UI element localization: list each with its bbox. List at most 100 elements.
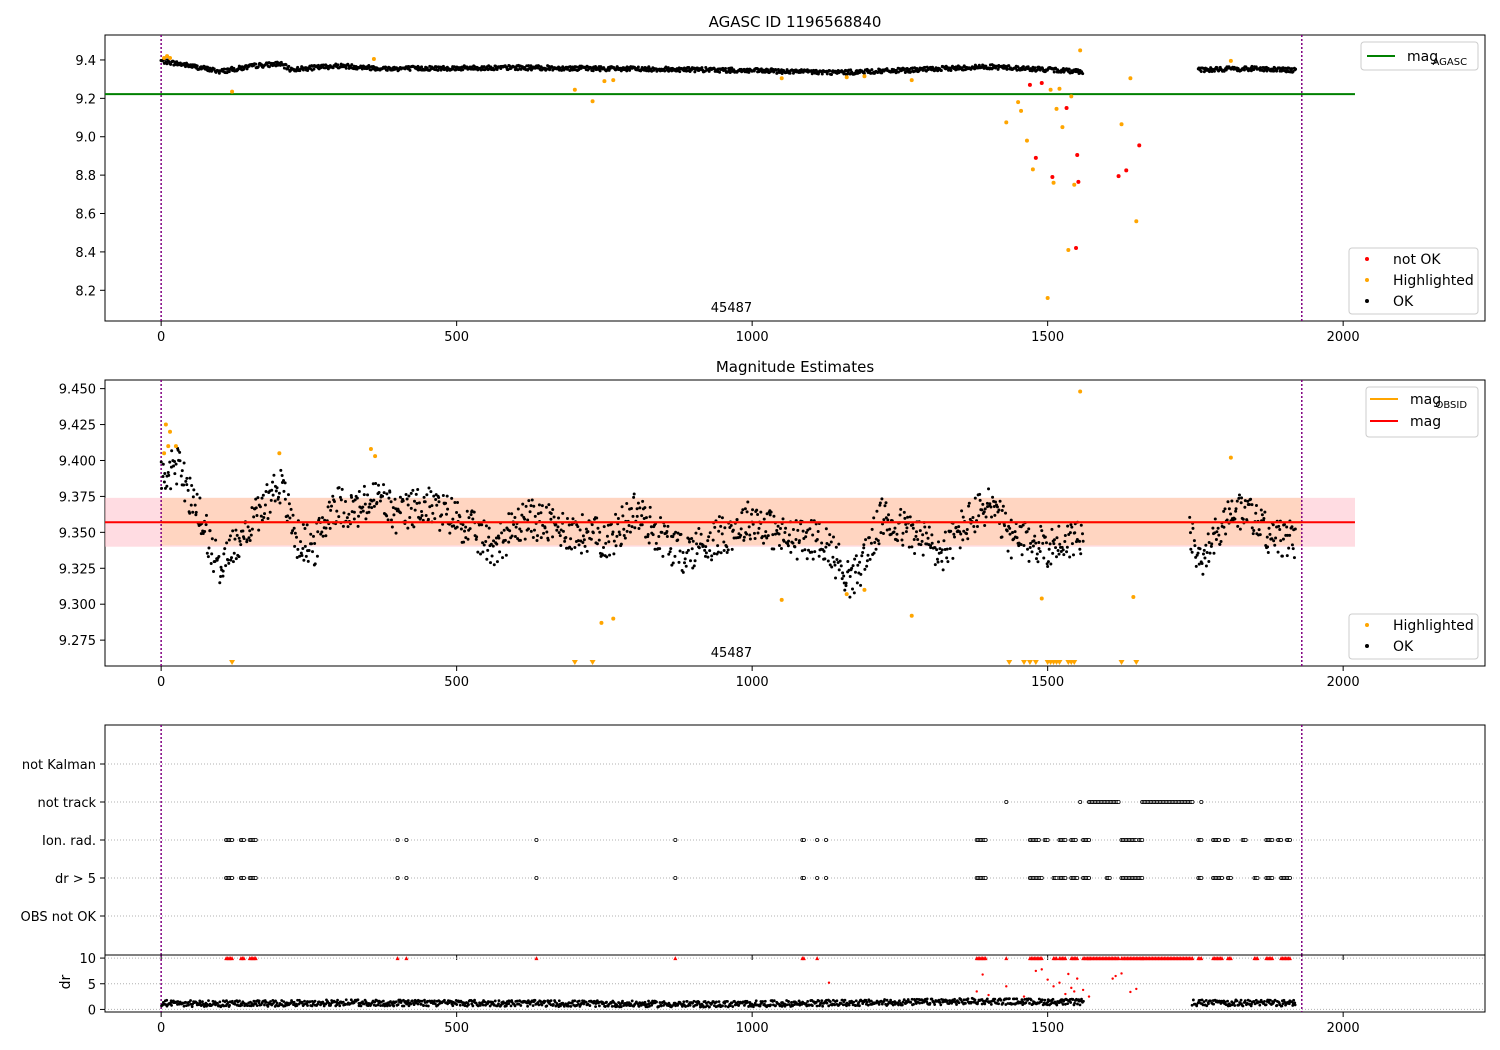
ok-point (1222, 525, 1226, 529)
ok-point (350, 63, 354, 67)
ok-point (513, 1004, 517, 1008)
ok-point (282, 66, 286, 70)
ok-point (306, 559, 310, 563)
ok-point (176, 448, 180, 452)
ok-point (450, 496, 454, 500)
ok-point (584, 527, 588, 531)
ok-point (1015, 997, 1019, 1001)
ok-point (337, 515, 341, 519)
ok-point (877, 542, 881, 546)
ok-point (695, 542, 699, 546)
obsid-label: 45487 (711, 646, 752, 661)
ok-point (489, 542, 493, 546)
ok-point (605, 534, 609, 538)
ok-point (883, 504, 887, 508)
ok-point (1235, 999, 1239, 1003)
ok-point (824, 527, 828, 531)
ok-point (286, 493, 290, 497)
not-ok-point (1075, 152, 1080, 157)
ok-point (172, 464, 176, 468)
ok-point (451, 1004, 455, 1008)
ok-point (524, 504, 528, 508)
ok-point (1194, 555, 1198, 559)
ok-point (372, 504, 376, 508)
flag-category-label: OBS not OK (21, 910, 97, 925)
ok-point (885, 528, 889, 532)
ok-point (461, 523, 465, 527)
ok-point (810, 550, 814, 554)
ok-point (644, 69, 648, 73)
ok-point (983, 507, 987, 511)
ok-point (261, 493, 265, 497)
ok-point (653, 547, 657, 551)
ok-point (893, 526, 897, 530)
ok-point (282, 489, 286, 493)
ok-point (952, 535, 956, 539)
ok-point (228, 534, 232, 538)
ok-point (859, 572, 863, 576)
highlighted-point (779, 76, 784, 81)
ok-point (1001, 1001, 1005, 1005)
ok-point (1200, 561, 1204, 565)
ok-point (1061, 1002, 1065, 1006)
ok-point (902, 510, 906, 514)
ok-point (724, 1004, 727, 1008)
highlighted-point (1016, 100, 1021, 105)
flag-point (1045, 838, 1050, 843)
ok-point (476, 550, 480, 554)
ok-point (557, 531, 561, 535)
below-range-marker (1026, 660, 1033, 665)
ok-point (713, 525, 717, 529)
ok-point (1078, 1003, 1082, 1007)
ok-point (1211, 526, 1215, 530)
ok-point (497, 1002, 500, 1006)
not-ok-point (1033, 155, 1038, 160)
ok-point (303, 544, 307, 548)
ok-point (1246, 499, 1250, 503)
ok-point (884, 516, 888, 520)
ok-point (238, 999, 241, 1003)
ok-point (180, 469, 184, 473)
ok-point (993, 997, 997, 1001)
ok-point (556, 525, 560, 529)
ok-point (911, 526, 915, 530)
ok-point (377, 490, 381, 494)
ok-point (391, 506, 395, 510)
ok-point (1005, 67, 1009, 71)
ok-point (224, 564, 228, 568)
ok-point (998, 499, 1002, 503)
highlighted-point (602, 79, 607, 84)
ok-point (420, 514, 424, 518)
ok-point (967, 501, 971, 505)
not-ok-point (1064, 105, 1069, 110)
ok-point (1254, 503, 1258, 507)
ok-point (275, 486, 279, 490)
ok-point (708, 531, 712, 535)
ok-point (269, 498, 273, 502)
ok-point (262, 516, 266, 520)
ok-point (769, 510, 773, 514)
ok-point (165, 62, 169, 66)
ok-point (608, 553, 612, 557)
ok-point (420, 65, 424, 69)
ok-point (1000, 509, 1004, 513)
ok-point (409, 1002, 413, 1006)
ok-point (264, 1000, 268, 1004)
ok-point (256, 496, 260, 500)
highlighted-point (572, 87, 577, 92)
ok-point (436, 68, 440, 72)
ok-point (1082, 999, 1085, 1003)
ok-point (1015, 536, 1019, 540)
ok-point (852, 591, 856, 595)
ok-point (739, 527, 743, 531)
ok-point (651, 533, 655, 537)
ok-point (1073, 531, 1077, 535)
ok-point (320, 516, 324, 520)
ok-point (993, 513, 997, 517)
below-range-marker (1118, 660, 1125, 665)
ok-point (722, 548, 726, 552)
ok-point (872, 516, 876, 520)
ok-point (628, 530, 632, 534)
ok-point (900, 538, 904, 542)
